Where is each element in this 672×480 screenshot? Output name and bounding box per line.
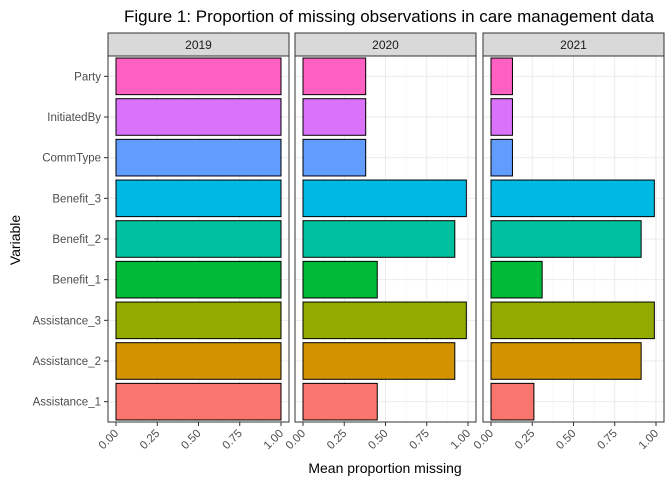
bar-2020-Benefit_3 bbox=[302, 179, 467, 218]
facet-strip-label: 2019 bbox=[185, 38, 212, 52]
bar-2019-Assistance_3 bbox=[115, 301, 282, 340]
y-tick-label: Assistance_3 bbox=[33, 315, 101, 327]
y-tick-label: Benefit_2 bbox=[52, 234, 101, 246]
bar-2020-Benefit_1 bbox=[302, 260, 378, 299]
bar-2020-CommType bbox=[302, 138, 367, 177]
x-tick-label: 1.00 bbox=[262, 428, 286, 452]
facet-panels: 2019 0.00 0.25 0.50 0.75 1.00 2020 0.00 0.25 0.50… bbox=[97, 32, 665, 452]
bar-2019-Benefit_2 bbox=[115, 220, 282, 258]
bar-2020-Assistance_1 bbox=[302, 382, 378, 421]
x-tick-label: 0.50 bbox=[179, 428, 203, 452]
x-tick-label: 0.25 bbox=[513, 428, 537, 452]
facet-panel-2019: 2019 0.00 0.25 0.50 0.75 1.00 bbox=[97, 32, 290, 452]
bar-2019-Assistance_2 bbox=[115, 342, 282, 380]
chart-title: Figure 1: Proportion of missing observat… bbox=[124, 7, 655, 26]
bar-2021-Benefit_3 bbox=[490, 179, 655, 218]
x-tick-label: 0.00 bbox=[472, 428, 496, 452]
y-tick-label: Assistance_1 bbox=[33, 397, 101, 409]
bar-2020-Assistance_3 bbox=[302, 301, 467, 340]
bar-2020-Benefit_2 bbox=[302, 220, 456, 258]
bar-2021-Assistance_3 bbox=[490, 301, 655, 340]
bar-2021-Assistance_2 bbox=[490, 342, 642, 380]
y-axis-label: Variable bbox=[7, 215, 23, 266]
bar-2019-Party bbox=[115, 57, 282, 96]
x-tick-label: 0.50 bbox=[554, 428, 578, 452]
x-tick-label: 1.00 bbox=[449, 428, 473, 452]
x-tick-label: 0.25 bbox=[325, 428, 349, 452]
x-tick-label: 0.75 bbox=[408, 428, 432, 452]
bar-2019-Benefit_3 bbox=[115, 179, 282, 218]
x-tick-label: 0.00 bbox=[284, 428, 308, 452]
x-tick-label: 0.25 bbox=[138, 428, 162, 452]
bar-2019-CommType bbox=[115, 138, 282, 177]
bar-2020-InitiatedBy bbox=[302, 98, 367, 136]
x-axis-label: Mean proportion missing bbox=[308, 460, 461, 476]
bar-2020-Party bbox=[302, 57, 367, 96]
bar-2021-InitiatedBy bbox=[490, 98, 513, 136]
bar-2021-CommType bbox=[490, 138, 513, 177]
x-tick-label: 0.50 bbox=[366, 428, 390, 452]
bar-2019-Assistance_1 bbox=[115, 382, 282, 421]
bar-2021-Assistance_1 bbox=[490, 382, 535, 421]
x-tick-label: 0.75 bbox=[596, 428, 620, 452]
y-tick-label: Assistance_2 bbox=[33, 356, 101, 368]
facet-strip-label: 2021 bbox=[560, 38, 587, 52]
bar-2021-Party bbox=[490, 57, 513, 96]
bar-2019-Benefit_1 bbox=[115, 260, 282, 299]
bar-2019-InitiatedBy bbox=[115, 98, 282, 136]
y-tick-label: Party bbox=[74, 71, 101, 83]
y-tick-label: InitiatedBy bbox=[47, 112, 101, 124]
x-tick-label: 0.00 bbox=[97, 428, 121, 452]
y-tick-label: CommType bbox=[42, 153, 101, 165]
x-tick-label: 1.00 bbox=[637, 428, 661, 452]
bar-2020-Assistance_2 bbox=[302, 342, 456, 380]
facet-strip-label: 2020 bbox=[372, 38, 399, 52]
facet-panel-2020: 2020 0.00 0.25 0.50 0.75 1.00 bbox=[284, 32, 477, 452]
y-tick-label: Benefit_3 bbox=[52, 193, 101, 205]
x-tick-label: 0.75 bbox=[221, 428, 245, 452]
y-tick-label: Benefit_1 bbox=[52, 275, 101, 287]
bar-2021-Benefit_1 bbox=[490, 260, 543, 299]
facet-panel-2021: 2021 0.00 0.25 0.50 0.75 1.00 bbox=[472, 32, 665, 452]
y-axis: Party InitiatedBy CommType Benefit_3 Benefit… bbox=[33, 71, 108, 409]
bar-2021-Benefit_2 bbox=[490, 220, 642, 258]
